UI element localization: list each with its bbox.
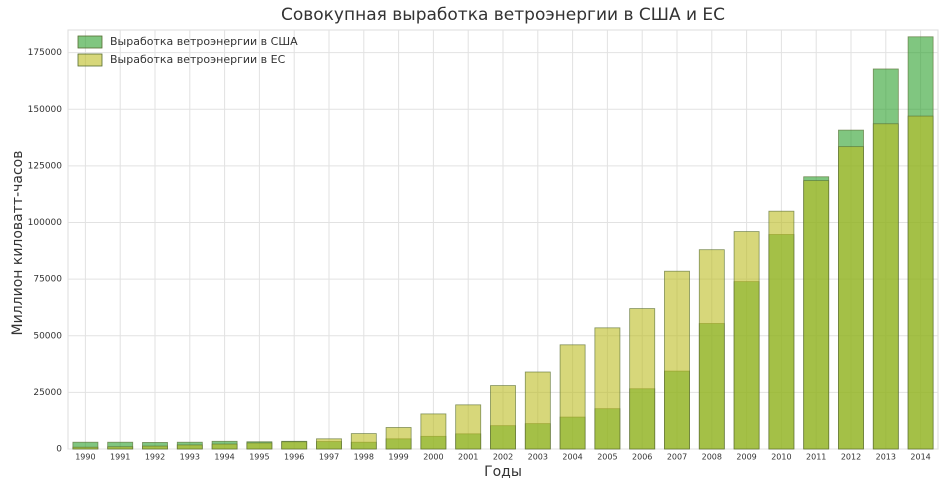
x-tick-label: 2000: [423, 453, 443, 462]
x-tick-label: 2006: [632, 453, 652, 462]
bar: [142, 445, 168, 450]
bar: [455, 404, 482, 450]
x-tick-label: 1997: [319, 453, 339, 462]
y-tick-label: 125000: [28, 161, 63, 171]
x-tick-label: 1995: [249, 453, 269, 462]
bar: [246, 442, 273, 450]
x-tick-label: 2012: [841, 453, 861, 462]
x-tick-label: 2008: [702, 453, 722, 462]
y-tick-label: 150000: [28, 105, 63, 115]
x-tick-label: 1994: [214, 453, 234, 462]
y-tick-label: 100000: [28, 218, 63, 228]
bar: [350, 433, 377, 450]
y-tick-label: 0: [56, 445, 62, 455]
x-tick-label: 2014: [910, 453, 930, 462]
x-tick-label: 1998: [354, 453, 374, 462]
x-tick-label: 2001: [458, 453, 478, 462]
x-tick-label: 2009: [736, 453, 756, 462]
bar: [420, 413, 447, 450]
bar: [281, 441, 308, 450]
legend-label: Выработка ветроэнергии в США: [110, 35, 298, 48]
legend: Выработка ветроэнергии в США Выработка ве…: [77, 35, 298, 67]
x-tick-label: 1990: [75, 453, 95, 462]
bar: [559, 344, 586, 450]
bar: [176, 444, 203, 450]
x-tick-label: 2003: [528, 453, 548, 462]
bar: [838, 146, 864, 450]
x-tick-label: 1991: [110, 453, 130, 462]
bar: [594, 327, 621, 450]
x-tick-label: 2002: [493, 453, 513, 462]
x-tick-label: 2005: [597, 453, 617, 462]
bar: [664, 270, 690, 450]
x-tick-label: 1993: [180, 453, 200, 462]
x-tick-label: 2004: [562, 453, 582, 462]
y-tick-label: 75000: [33, 275, 62, 285]
y-tick-label: 25000: [33, 388, 62, 398]
legend-swatch: [77, 35, 103, 49]
bar: [803, 180, 830, 450]
bar: [490, 385, 516, 450]
bar: [316, 438, 342, 450]
bar: [385, 427, 412, 450]
y-tick-label: 175000: [28, 48, 63, 58]
bar: [72, 446, 99, 450]
x-tick-label: 2010: [771, 453, 791, 462]
bar: [211, 443, 238, 450]
x-tick-label: 2013: [876, 453, 896, 462]
bar: [524, 371, 551, 450]
x-axis-label: Годы: [484, 464, 522, 480]
bar: [107, 446, 134, 450]
x-tick-label: 2011: [806, 453, 826, 462]
bar: [907, 115, 934, 450]
x-tick-label: 1996: [284, 453, 304, 462]
y-tick-label: 50000: [33, 331, 62, 341]
bar: [733, 231, 760, 450]
bar: [768, 210, 795, 450]
x-tick-label: 2007: [667, 453, 687, 462]
bar: [872, 123, 899, 450]
chart-title: Совокупная выработка ветроэнергии в США …: [281, 5, 725, 25]
legend-label: Выработка ветроэнергии в ЕС: [110, 53, 286, 66]
x-tick-label: 1992: [145, 453, 165, 462]
bar: [698, 249, 725, 450]
x-tick-label: 1999: [388, 453, 408, 462]
bar: [629, 308, 656, 450]
y-axis-label: Миллион киловатт-часов: [10, 151, 26, 336]
legend-swatch: [77, 53, 103, 67]
